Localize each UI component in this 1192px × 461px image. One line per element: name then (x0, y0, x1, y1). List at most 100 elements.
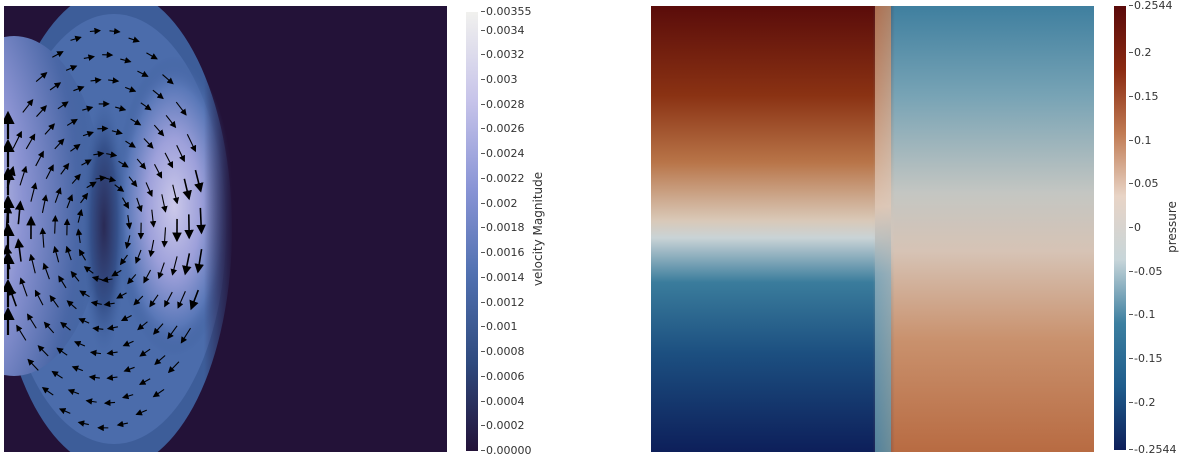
velocity-arrow (123, 366, 135, 373)
velocity-arrow (143, 138, 154, 149)
velocity-arrow (153, 124, 165, 137)
velocity-arrow (95, 175, 107, 182)
velocity-arrow (54, 138, 65, 150)
velocity-arrow (52, 245, 60, 263)
velocity-arrow (128, 176, 138, 188)
velocity-arrow (154, 355, 166, 366)
pressure-colorbar-label: pressure (1165, 201, 1179, 253)
pressure-tick-label: -0.2544 (1128, 443, 1177, 456)
velocity-arrow (164, 291, 173, 308)
velocity-tick-label: 0.0016 (481, 246, 525, 260)
pressure-tick-label: -0.15 (1128, 351, 1163, 365)
velocity-arrow (19, 165, 28, 186)
velocity-arrow (90, 77, 102, 84)
velocity-arrow (111, 128, 123, 136)
velocity-arrow (30, 182, 38, 202)
velocity-arrow (58, 408, 71, 415)
velocity-arrow (170, 256, 178, 276)
pressure-tick-label: 0.2 (1129, 46, 1152, 60)
velocity-arrow (44, 123, 55, 135)
velocity-arrow (25, 133, 36, 150)
velocity-tick-label: 0.0004 (481, 394, 525, 408)
pressure-tick-label: 0.2544 (1129, 0, 1173, 12)
velocity-arrow (146, 52, 158, 60)
velocity-arrow (67, 388, 80, 396)
velocity-arrow (85, 398, 97, 405)
velocity-arrow (116, 420, 128, 428)
velocity-arrow (120, 314, 132, 322)
velocity-arrow (49, 82, 62, 91)
velocity-arrow (167, 325, 178, 340)
velocity-tick-label: 0.0008 (481, 345, 525, 359)
velocity-tick-label: 0.0028 (481, 97, 525, 111)
velocity-arrow (27, 358, 39, 371)
velocity-arrow (86, 181, 97, 189)
velocity-tick-label: 0.001 (481, 320, 518, 334)
velocity-arrow (196, 207, 206, 235)
velocity-arrow (78, 249, 87, 261)
velocity-arrow (78, 317, 90, 325)
velocity-arrow (105, 176, 117, 183)
velocity-arrow (70, 143, 81, 152)
velocity-arrow (122, 340, 134, 347)
velocity-arrow (60, 162, 70, 175)
velocity-arrow (140, 102, 152, 111)
velocity-arrow (106, 324, 119, 331)
velocity-arrow (161, 227, 168, 248)
velocity-arrow (16, 324, 27, 341)
velocity-arrow (172, 184, 180, 205)
velocity-arrow (82, 131, 94, 138)
velocity-tick-label: 0.0024 (481, 147, 525, 161)
velocity-arrow (52, 51, 64, 58)
velocity-arrow (121, 197, 130, 209)
velocity-arrow (58, 275, 67, 289)
pressure-tick-label: 0.05 (1129, 177, 1159, 191)
velocity-arrow (28, 253, 36, 274)
velocity-arrow (136, 197, 143, 213)
velocity-arrow (56, 347, 68, 356)
velocity-arrow (194, 249, 204, 274)
pressure-tick-label: -0.1 (1128, 308, 1156, 322)
velocity-arrow (83, 54, 95, 61)
velocity-arrow (137, 70, 149, 77)
velocity-colorbar (466, 12, 478, 451)
velocity-arrow (19, 277, 28, 297)
velocity-arrow (90, 300, 102, 307)
velocity-field-plot (4, 6, 447, 452)
velocity-arrow (127, 274, 137, 285)
velocity-arrows (4, 27, 206, 432)
velocity-arrow (124, 235, 132, 250)
velocity-arrow (43, 321, 55, 334)
velocity-arrow (81, 159, 92, 166)
velocity-arrow (26, 313, 37, 329)
velocity-arrow (71, 365, 83, 372)
velocity-arrow (152, 388, 165, 398)
velocity-arrow (121, 392, 134, 400)
velocity-arrow (14, 200, 25, 225)
velocity-arrow (111, 269, 122, 277)
velocity-arrow (57, 101, 69, 110)
velocity-arrow (89, 27, 101, 35)
velocity-arrow (152, 89, 164, 100)
velocity-arrow (83, 266, 94, 274)
velocity-arrow (22, 99, 34, 113)
velocity-arrow (182, 178, 192, 201)
velocity-tick-label: 0.0006 (481, 369, 525, 383)
velocity-arrow (60, 321, 71, 331)
velocity-arrow (115, 105, 127, 112)
velocity-arrow (135, 409, 147, 416)
velocity-arrow (75, 228, 83, 244)
velocity-arrow (125, 214, 133, 230)
velocity-arrow (89, 349, 102, 357)
velocity-arrow (189, 289, 200, 311)
velocity-tick-label: 0.0032 (481, 48, 525, 62)
velocity-arrow (114, 184, 125, 192)
velocity-arrow (70, 35, 82, 43)
velocity-tick-label: 0.0002 (481, 419, 525, 433)
velocity-arrow (51, 215, 59, 234)
velocity-arrow (35, 150, 44, 167)
velocity-arrow (76, 208, 84, 223)
pressure-tick-label: 0.15 (1129, 90, 1159, 104)
velocity-arrow (108, 77, 120, 84)
velocity-arrow (34, 289, 44, 306)
